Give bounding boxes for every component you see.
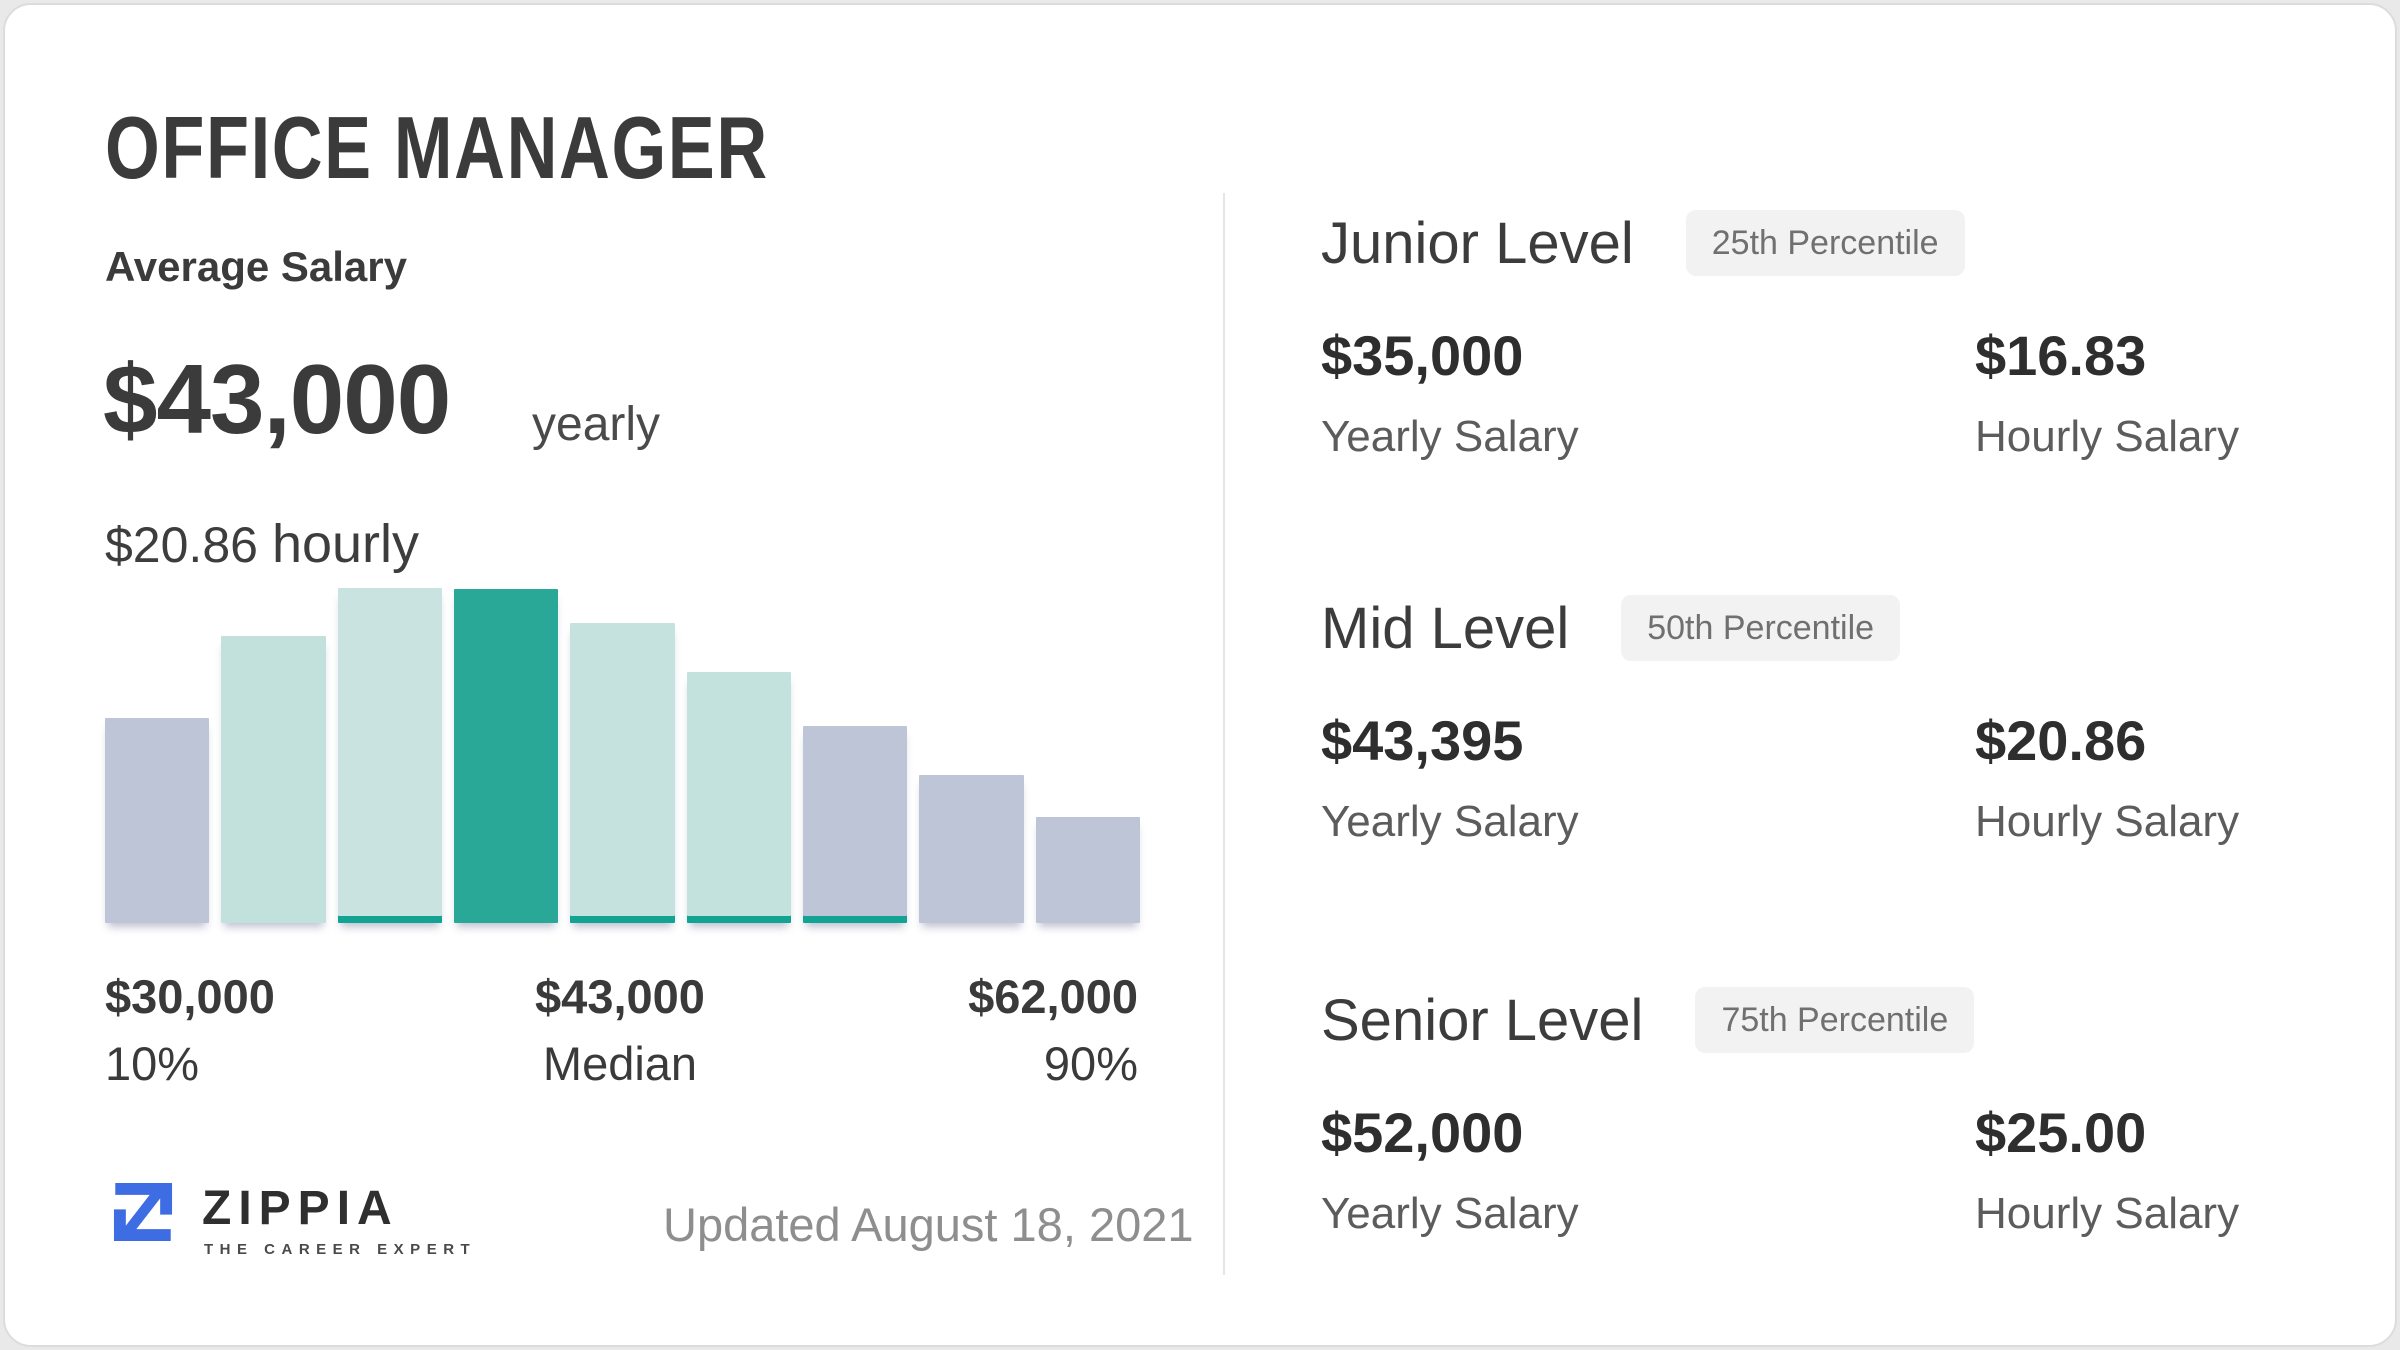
x-axis-label-left: $30,000 10% — [105, 973, 275, 1087]
brand-tagline: THE CAREER EXPERT — [204, 1241, 477, 1258]
yearly-value: $43,395 — [1321, 709, 1524, 772]
average-yearly-value: $43,000 — [103, 344, 451, 454]
yearly-cell: $35,000 Yearly Salary — [1321, 323, 1975, 462]
level-title-row: Junior Level 25th Percentile — [1321, 208, 2341, 278]
yearly-cell: $43,395 Yearly Salary — [1321, 708, 1975, 847]
level-title-row: Senior Level 75th Percentile — [1321, 985, 2341, 1055]
histogram-bar — [919, 775, 1024, 923]
percentile-badge: 25th Percentile — [1685, 210, 1965, 276]
updated-date: Updated August 18, 2021 — [663, 1198, 1194, 1251]
percentile-badge: 50th Percentile — [1621, 595, 1901, 661]
hourly-label: Hourly Salary — [1975, 1189, 2240, 1238]
histogram-bar — [453, 589, 559, 923]
average-hourly-row: $20.86 hourly — [105, 513, 419, 575]
yearly-label: Yearly Salary — [1321, 1189, 1579, 1238]
x-axis-right-value: $62,000 — [968, 970, 1138, 1023]
level-title: Junior Level — [1321, 210, 1634, 276]
hourly-label: Hourly Salary — [1975, 412, 2240, 461]
level-title-row: Mid Level 50th Percentile — [1321, 593, 2341, 663]
x-axis-center-percentile: Median — [542, 1037, 698, 1090]
yearly-cell: $52,000 Yearly Salary — [1321, 1100, 1975, 1239]
histogram-bar — [1035, 817, 1140, 923]
histogram-bar — [221, 636, 326, 923]
level-title: Senior Level — [1321, 987, 1644, 1053]
x-axis-left-percentile: 10% — [105, 1037, 200, 1090]
hourly-value: $25.00 — [1975, 1101, 2147, 1164]
hourly-value: $20.86 — [1975, 709, 2147, 772]
card: OFFICE MANAGER Average Salary $43,000 ye… — [3, 3, 2397, 1347]
x-axis-right-percentile: 90% — [1043, 1037, 1138, 1090]
histogram-bar — [105, 718, 210, 923]
average-yearly-unit: yearly — [532, 398, 661, 451]
page-title: OFFICE MANAGER — [105, 98, 769, 197]
yearly-value: $35,000 — [1321, 324, 1524, 387]
x-axis-center-value: $43,000 — [535, 970, 705, 1023]
histogram-bar — [802, 726, 908, 923]
level-values: $52,000 Yearly Salary $25.00 Hourly Sala… — [1321, 1100, 2341, 1239]
histogram-bar — [570, 623, 675, 923]
hourly-cell: $16.83 Hourly Salary — [1975, 323, 2341, 462]
hourly-label: Hourly Salary — [1975, 797, 2240, 846]
x-axis-label-center: $43,000 Median — [450, 973, 790, 1087]
percentile-badge: 75th Percentile — [1695, 987, 1975, 1053]
hourly-value: $16.83 — [1975, 324, 2147, 387]
vertical-divider — [1223, 193, 1225, 1275]
level-values: $35,000 Yearly Salary $16.83 Hourly Sala… — [1321, 323, 2341, 462]
hourly-cell: $25.00 Hourly Salary — [1975, 1100, 2341, 1239]
hourly-cell: $20.86 Hourly Salary — [1975, 708, 2341, 847]
x-axis-label-right: $62,000 90% — [885, 973, 1138, 1087]
level-section-mid: Mid Level 50th Percentile $43,395 Yearly… — [1321, 593, 2341, 847]
histogram-bar — [337, 588, 442, 923]
brand-name: ZIPPIA — [202, 1182, 399, 1235]
level-section-junior: Junior Level 25th Percentile $35,000 Yea… — [1321, 208, 2341, 462]
yearly-label: Yearly Salary — [1321, 797, 1579, 846]
x-axis-left-value: $30,000 — [105, 970, 275, 1023]
yearly-label: Yearly Salary — [1321, 412, 1579, 461]
yearly-value: $52,000 — [1321, 1101, 1524, 1164]
level-values: $43,395 Yearly Salary $20.86 Hourly Sala… — [1321, 708, 2341, 847]
level-section-senior: Senior Level 75th Percentile $52,000 Yea… — [1321, 985, 2341, 1239]
level-title: Mid Level — [1321, 595, 1570, 661]
histogram — [105, 565, 1140, 923]
zippia-logo-icon — [110, 1177, 176, 1247]
histogram-bar — [686, 672, 791, 923]
average-salary-label: Average Salary — [105, 243, 407, 290]
average-hourly-unit: hourly — [271, 514, 420, 574]
average-hourly-value: $20.86 — [105, 517, 258, 573]
